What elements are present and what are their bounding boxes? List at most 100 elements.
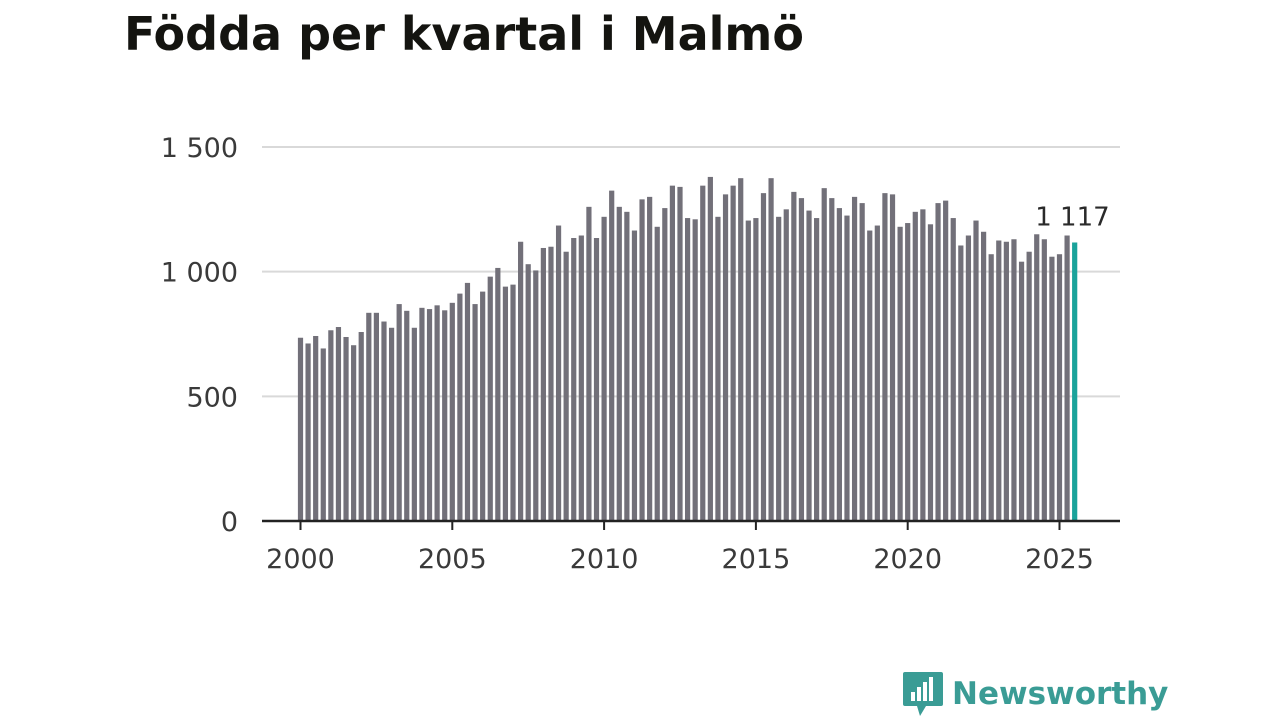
labels: 0 500 1 000 1 500 2000 2005 2010 2015 2020 2025 1 …	[161, 133, 1110, 575]
bar	[593, 238, 600, 521]
bar	[464, 282, 471, 521]
bar	[351, 345, 357, 521]
bar	[927, 224, 934, 522]
bar	[313, 335, 319, 521]
y-tick-label: 500	[186, 382, 238, 413]
bar	[381, 321, 387, 521]
bar	[616, 206, 622, 521]
bar	[700, 185, 706, 521]
bar	[487, 276, 493, 521]
bar	[874, 225, 880, 522]
bar	[776, 216, 782, 521]
bar	[905, 223, 911, 522]
bar	[745, 220, 751, 522]
x-tick-label: 2020	[873, 544, 942, 575]
y-tick-label: 0	[221, 507, 238, 538]
bar	[1003, 241, 1009, 521]
bar	[715, 216, 721, 521]
bar	[821, 188, 827, 521]
bar	[943, 200, 949, 522]
bar	[965, 235, 972, 521]
last-value-label: 1 117	[1035, 202, 1109, 232]
bar	[859, 203, 865, 521]
bar	[533, 270, 539, 521]
bar	[753, 218, 759, 521]
chart-title: Födda per kvartal i Malmö	[124, 7, 804, 61]
bar	[654, 226, 660, 522]
bar	[912, 211, 918, 521]
bar	[692, 219, 698, 521]
bar	[480, 291, 486, 521]
bar	[578, 235, 584, 521]
bar	[738, 178, 744, 522]
newsworthy-logo-icon	[903, 672, 943, 716]
bar	[836, 208, 842, 521]
bar	[1034, 234, 1040, 521]
brand-name: Newsworthy	[952, 676, 1169, 712]
bar	[981, 231, 987, 521]
bar	[411, 327, 417, 521]
y-tick-label: 1 000	[161, 258, 238, 289]
bar	[814, 218, 820, 521]
bar	[457, 293, 463, 521]
bar	[791, 191, 797, 521]
bar	[647, 196, 653, 521]
bar	[510, 284, 516, 521]
bar	[297, 337, 304, 521]
bar	[518, 241, 524, 521]
bar	[609, 190, 615, 521]
bar	[434, 305, 440, 521]
bar	[798, 198, 805, 522]
bar	[502, 286, 509, 521]
bar	[920, 209, 926, 521]
bar	[548, 246, 554, 522]
bar	[882, 193, 888, 521]
bar	[1064, 235, 1070, 521]
bar	[373, 312, 379, 521]
bar	[662, 208, 668, 521]
bar	[624, 211, 630, 521]
bar	[707, 176, 713, 522]
bar	[419, 307, 425, 521]
newsworthy-logo: Newsworthy	[902, 670, 1168, 718]
bar	[366, 312, 372, 521]
bar	[760, 193, 767, 521]
bar	[722, 194, 729, 521]
bar	[677, 186, 683, 521]
x-tick-label: 2005	[418, 544, 487, 575]
bar	[973, 220, 979, 522]
bar	[935, 203, 941, 521]
bar	[867, 230, 873, 521]
bar	[1011, 239, 1017, 521]
bar-highlight	[1072, 242, 1078, 522]
bar	[806, 210, 812, 521]
bar	[851, 196, 858, 521]
bar	[1018, 261, 1025, 521]
bar	[829, 198, 835, 522]
bar	[358, 332, 364, 521]
bar	[1056, 254, 1063, 521]
bar	[601, 216, 607, 521]
x-tick-label: 2000	[266, 544, 335, 575]
bar	[897, 226, 903, 522]
bar	[669, 185, 676, 521]
bar	[889, 194, 896, 521]
bar	[495, 267, 501, 521]
bar	[328, 330, 334, 521]
x-tick-label: 2015	[722, 544, 791, 575]
bar	[1026, 251, 1032, 521]
bar	[525, 264, 531, 521]
x-tick-label: 2025	[1025, 544, 1094, 575]
bar	[305, 343, 311, 521]
bar	[571, 238, 577, 521]
bar	[958, 245, 964, 522]
bar	[783, 209, 789, 521]
bar	[563, 251, 569, 521]
bar	[684, 218, 691, 521]
bar	[426, 309, 433, 521]
bar	[442, 310, 448, 521]
bar	[639, 199, 645, 522]
bar	[472, 304, 478, 521]
bar	[449, 302, 455, 521]
